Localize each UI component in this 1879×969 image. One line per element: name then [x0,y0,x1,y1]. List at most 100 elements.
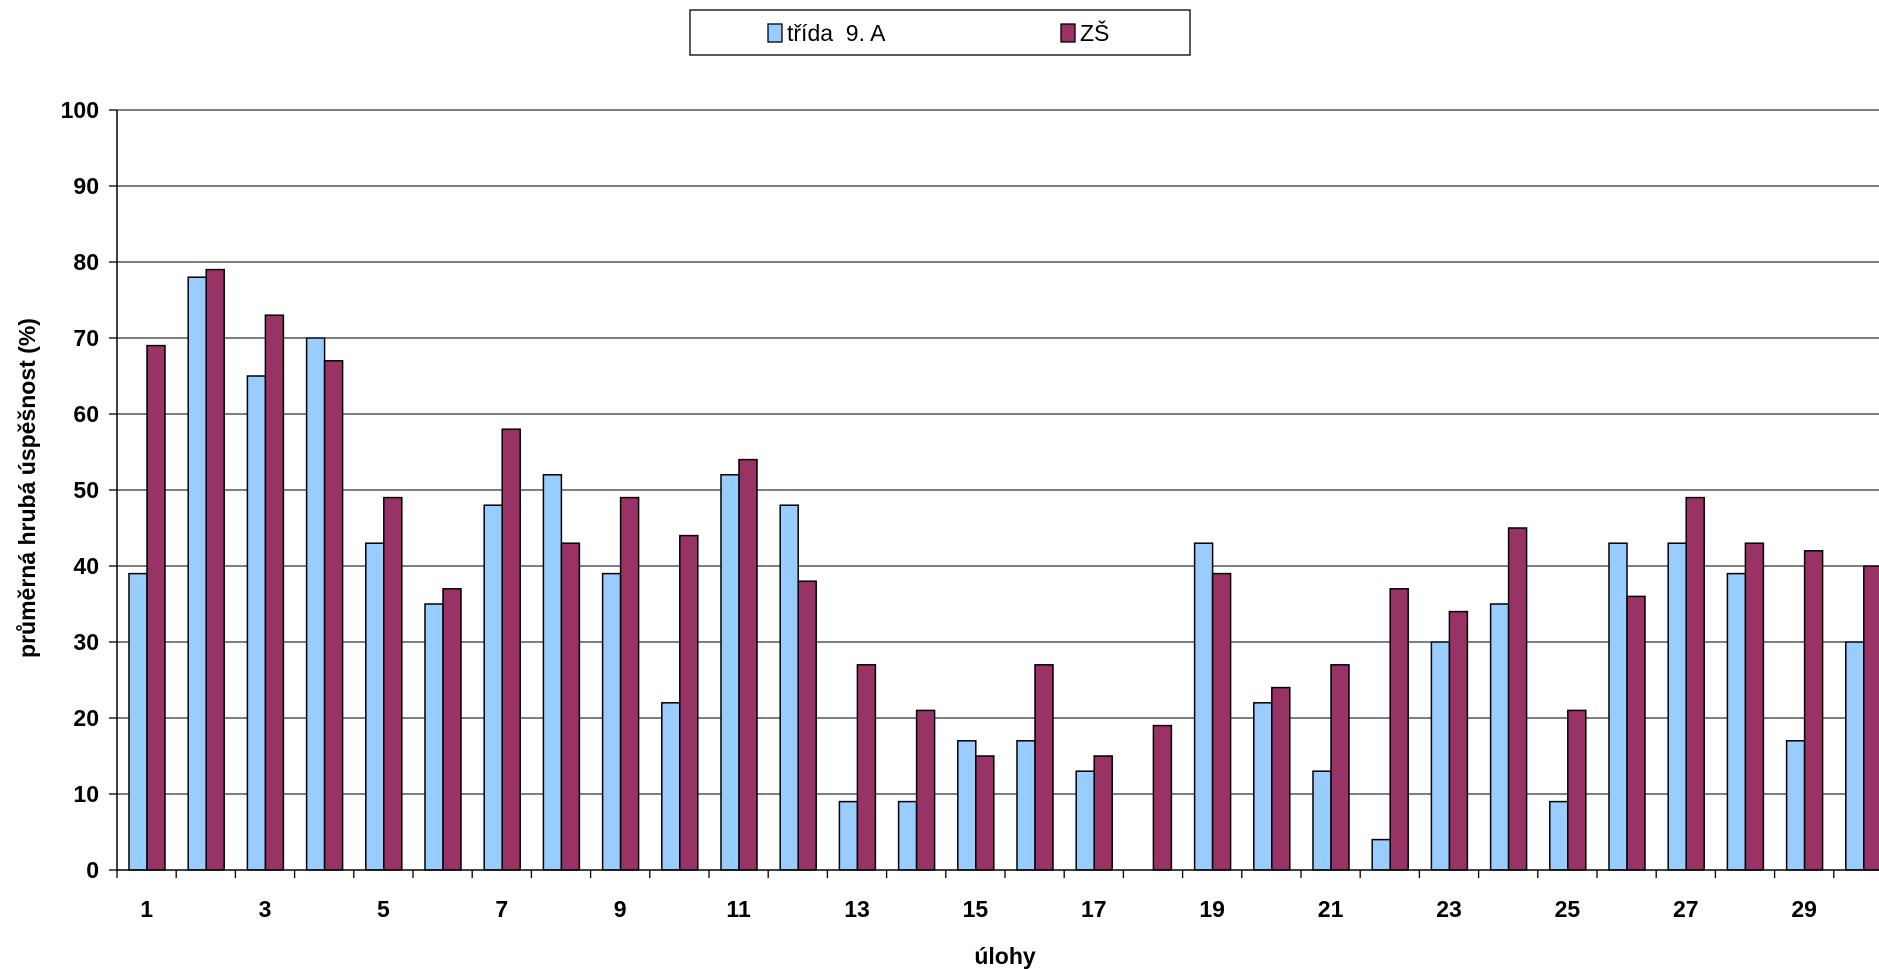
x-axis-title: úlohy [974,943,1036,969]
x-tick-label: 11 [726,896,751,922]
x-tick-label: 13 [844,896,870,922]
bar-series-2 [442,588,462,871]
y-tick-labels: 0 10 20 30 40 50 60 70 80 90 100 [61,97,99,883]
bar-series-1 [187,276,207,871]
bar-series-1 [1726,572,1747,871]
bar-series-1 [1193,542,1214,871]
bar-series-1 [1608,542,1628,871]
x-tick-label: 15 [963,896,989,922]
y-tick-label: 80 [73,249,99,275]
bar-series-1 [305,337,326,871]
y-tick-label: 50 [73,477,99,503]
bar-series-1 [542,474,563,871]
bar-series-1 [1845,641,1865,871]
bar-series-1 [1253,702,1273,871]
bar-series-1 [246,375,267,871]
bar-series-2 [146,344,166,871]
y-axis-title: průměrná hrubá úspěšnost (%) [14,318,40,658]
bar-series-1 [483,504,503,871]
bar-series-2 [264,314,285,871]
bar-series-2 [1330,664,1350,871]
y-tick-label: 90 [73,173,99,199]
bar-series-2 [1034,664,1054,871]
bar-series-1 [720,474,740,871]
y-tick-label: 30 [73,629,99,655]
bar-series-2 [1507,527,1528,871]
bar-series-2 [738,458,758,871]
y-tick-label: 40 [73,553,99,579]
bar-series-2 [383,496,403,871]
bar-series-1 [957,740,977,871]
bar-series-2 [1685,496,1705,871]
bar-series-2 [915,709,936,871]
bar-series-1 [424,603,444,871]
bar-series-2 [1863,565,1879,871]
bar-series-2 [1271,686,1291,871]
x-tick-label: 29 [1791,896,1817,922]
legend-frame [689,9,1191,56]
x-tick-label: 7 [495,896,508,922]
legend: třída 9. A ZŠ [689,9,1191,56]
y-tick-label: 60 [73,401,99,427]
x-tick-label: 21 [1318,896,1344,922]
bar-series-2 [1389,588,1409,871]
bar-series-2 [1744,542,1765,871]
bar-series-1 [1371,838,1391,871]
x-tick-label: 1 [140,896,153,922]
x-tick-labels: 1 3 5 7 9 11 13 15 17 19 21 23 25 27 29 [140,896,1817,922]
bar-series-1 [838,800,859,871]
x-tick-label: 27 [1673,896,1699,922]
bar-series-2 [205,268,225,871]
y-tick-label: 20 [73,705,99,731]
bar-series-2 [1448,610,1469,871]
bars [128,268,1879,871]
bar-series-1 [1430,641,1451,871]
bar-series-2 [501,428,521,871]
bar-series-1 [661,702,681,871]
legend-swatch-series-1 [767,23,783,43]
legend-swatch-series-2 [1060,23,1076,43]
y-tick-label: 100 [61,97,99,123]
legend-label-series-2: ZŠ [1080,19,1109,46]
y-tick-label: 10 [73,781,99,807]
bar-series-1 [1312,770,1332,871]
x-tick-label: 5 [377,896,390,922]
x-tick-label: 25 [1555,896,1581,922]
bar-series-2 [1211,572,1232,871]
bar-series-1 [1785,740,1806,871]
bar-series-2 [797,580,817,871]
axes [116,110,1879,878]
bar-series-2 [1626,595,1646,871]
bar-series-1 [1667,542,1687,871]
bar-series-1 [1016,740,1036,871]
bar-series-1 [1489,603,1510,871]
legend-label-series-1: třída 9. A [787,20,886,46]
bar-series-1 [1075,770,1095,871]
x-tick-label: 3 [259,896,272,922]
bar-series-1 [779,504,799,871]
bar-series-1 [601,572,622,871]
x-tick-label: 19 [1199,896,1225,922]
bar-series-1 [128,572,148,871]
y-tick-label: 0 [86,857,99,883]
gridlines [109,109,1879,871]
bar-series-1 [1549,800,1569,871]
x-tick-label: 23 [1436,896,1462,922]
bar-series-1 [897,800,918,871]
x-tick-label: 17 [1081,896,1107,922]
y-tick-label: 70 [73,325,99,351]
bar-series-2 [1803,550,1824,871]
bar-series-2 [679,534,699,871]
bar-series-1 [365,542,385,871]
bar-series-2 [856,664,877,871]
bar-series-2 [560,542,581,871]
x-tick-label: 9 [614,896,627,922]
bar-series-2 [619,496,640,871]
bar-series-2 [975,755,995,871]
bar-series-2 [323,360,344,871]
bar-series-2 [1567,709,1587,871]
bar-series-2 [1093,755,1113,871]
bar-series-2 [1152,724,1173,871]
